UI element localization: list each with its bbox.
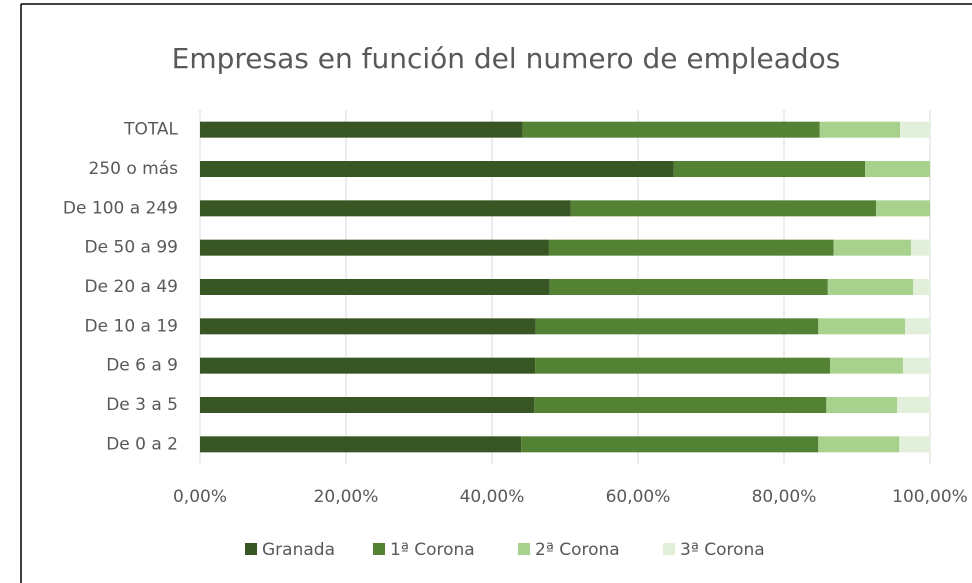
legend-label: 2ª Corona xyxy=(535,540,620,560)
bar-segment xyxy=(200,200,571,217)
legend-label: 3ª Corona xyxy=(680,540,765,560)
bar-segment xyxy=(865,161,930,177)
bar-segment xyxy=(827,279,914,295)
bar-segment xyxy=(819,121,901,138)
bar-segment xyxy=(200,161,674,177)
x-tick-label: 40,00% xyxy=(460,487,525,507)
bar-segment xyxy=(833,239,912,256)
bar-segment xyxy=(535,318,819,335)
legend-label: 1ª Corona xyxy=(390,540,475,560)
bar-segment xyxy=(200,279,550,295)
bar-segment xyxy=(673,161,866,177)
x-tick-label: 80,00% xyxy=(752,487,817,507)
y-tick-label: De 20 a 49 xyxy=(85,277,178,297)
bar-segment xyxy=(899,436,930,453)
bar-segment xyxy=(200,121,523,138)
bar-segment xyxy=(522,121,820,138)
y-tick-label: De 3 a 5 xyxy=(106,395,178,415)
y-tick-label: TOTAL xyxy=(123,120,178,140)
bar-segment xyxy=(200,318,536,335)
bar-segment xyxy=(200,397,535,413)
bar-segment xyxy=(818,318,906,335)
x-tick-label: 100,00% xyxy=(892,487,968,507)
y-tick-label: De 50 a 99 xyxy=(85,238,178,258)
bar-segment xyxy=(200,357,536,374)
bar-segment xyxy=(200,239,549,256)
bar-segment xyxy=(818,436,900,453)
x-tick-label: 20,00% xyxy=(314,487,379,507)
x-tick-label: 0,00% xyxy=(173,487,227,507)
bar-segment xyxy=(902,357,930,374)
bar-segment xyxy=(534,397,827,413)
bar-segment xyxy=(535,357,830,374)
bar-segment xyxy=(875,200,930,217)
legend-swatch xyxy=(373,543,385,555)
x-tick-label: 60,00% xyxy=(606,487,671,507)
bar-segment xyxy=(913,279,930,295)
bar-segment xyxy=(897,397,930,413)
legend-swatch xyxy=(518,543,530,555)
y-tick-label: 250 o más xyxy=(89,159,179,179)
bar-segment xyxy=(900,121,930,138)
bar-segment xyxy=(570,200,876,217)
bar-segment xyxy=(521,436,819,453)
bar-segment xyxy=(200,436,522,453)
chart-title: Empresas en función del numero de emplea… xyxy=(172,42,841,75)
legend-label: Granada xyxy=(262,540,335,560)
legend-swatch xyxy=(663,543,675,555)
bar-segment xyxy=(826,397,898,413)
legend-swatch xyxy=(245,543,257,555)
bar-segment xyxy=(549,279,828,295)
y-tick-label: De 10 a 19 xyxy=(85,316,178,336)
y-tick-label: De 0 a 2 xyxy=(106,434,178,454)
bar-segment xyxy=(911,239,930,256)
bar-segment xyxy=(548,239,834,256)
y-tick-label: De 100 a 249 xyxy=(63,198,178,218)
bar-segment xyxy=(905,318,930,335)
y-tick-label: De 6 a 9 xyxy=(106,356,178,376)
bar-segment xyxy=(829,357,903,374)
